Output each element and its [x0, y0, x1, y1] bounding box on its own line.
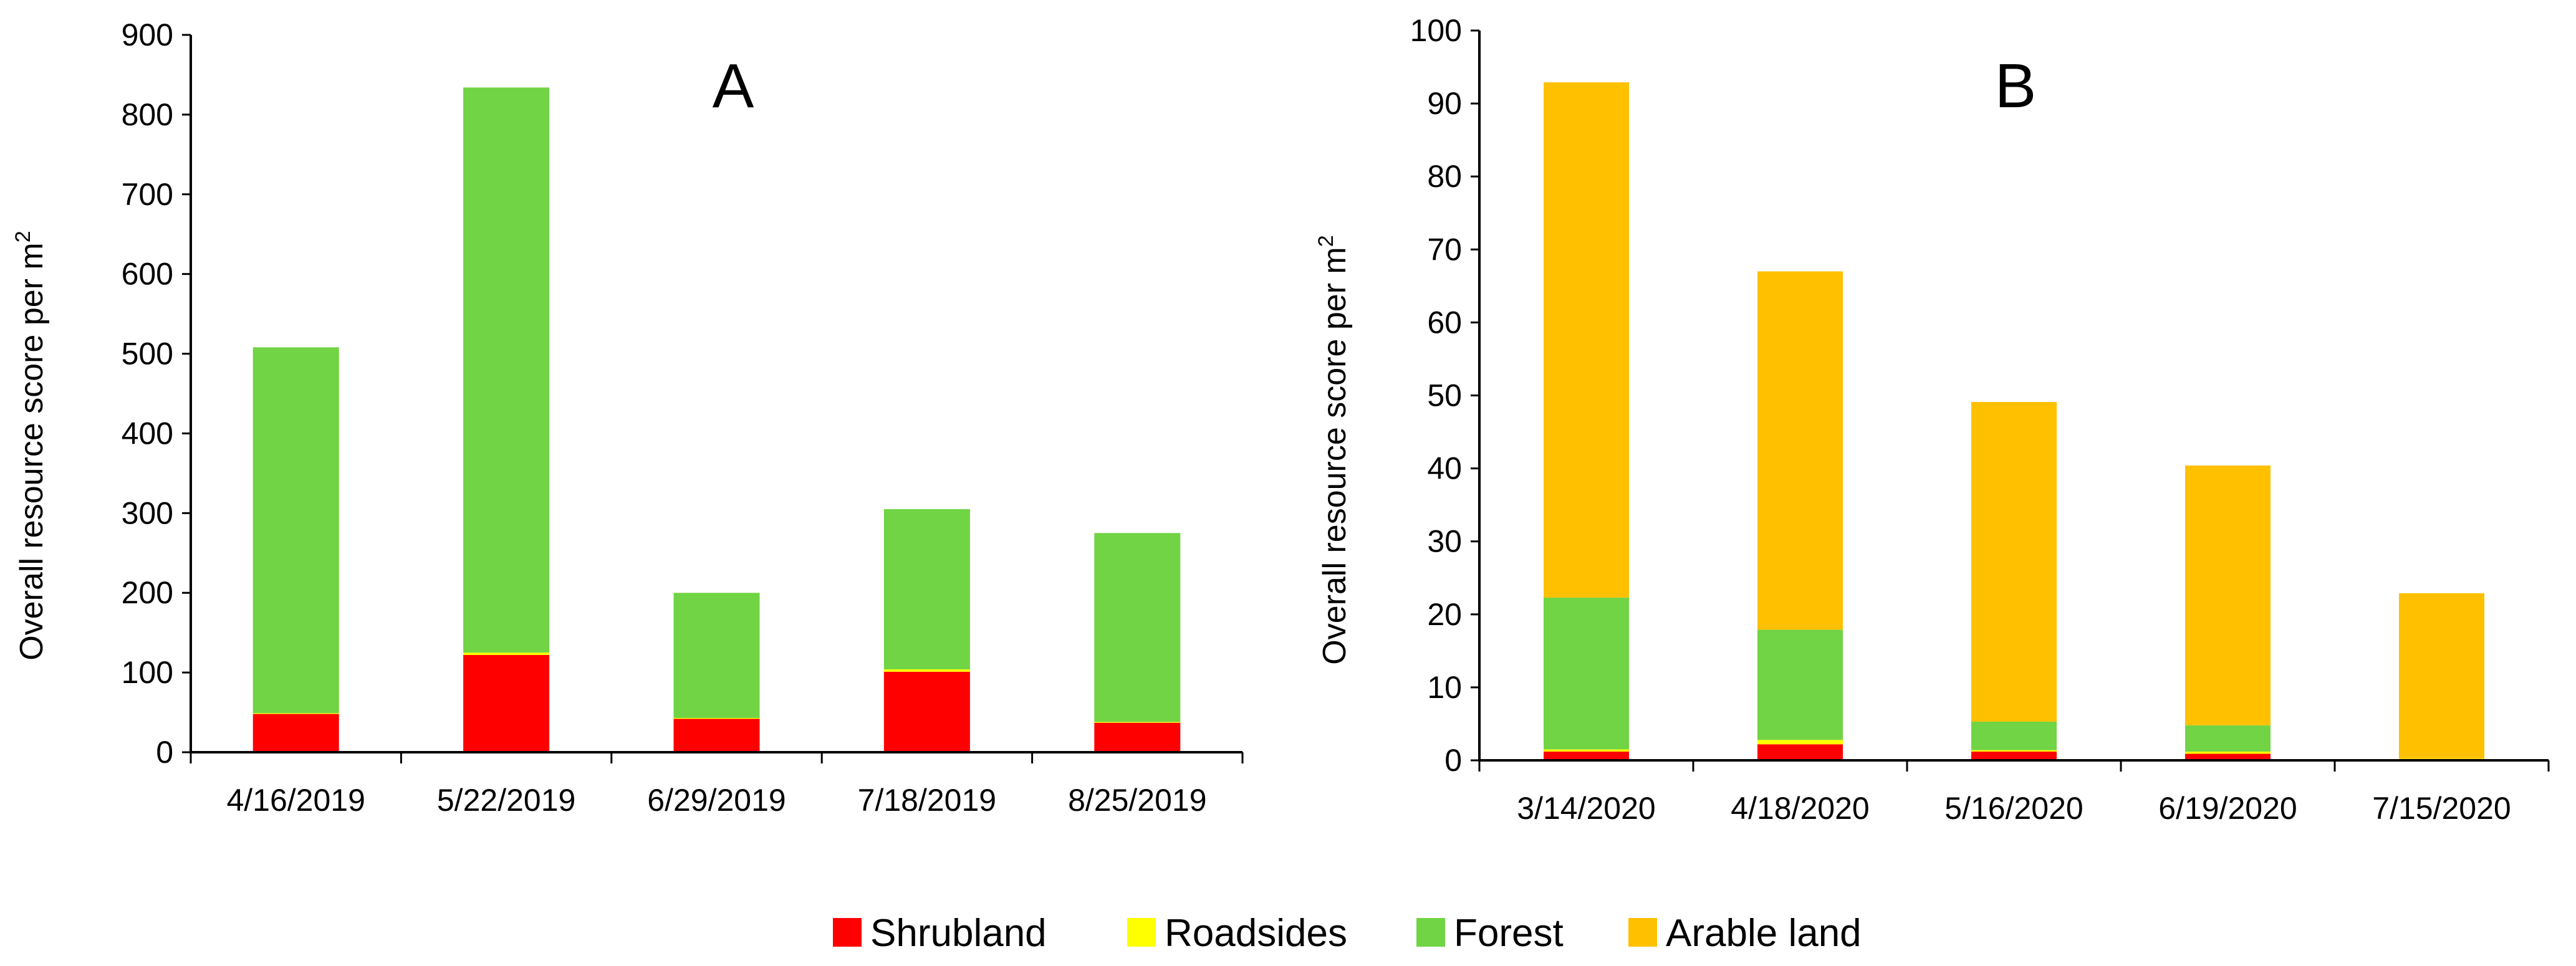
- panel-a-bar-forest: [252, 347, 339, 714]
- panel-a-x-tick-label: 5/22/2019: [437, 783, 575, 818]
- panel-b-bar-roadsides: [1544, 749, 1629, 752]
- panel-a-bar-roadsides: [463, 653, 550, 655]
- panel-b-bar-arable-land: [2399, 593, 2484, 758]
- panel-a-x-tick-label: 4/16/2019: [226, 783, 365, 818]
- panel-b-bar-shrubland: [1757, 744, 1843, 760]
- panel-b-y-tick-label: 100: [1410, 13, 1462, 48]
- panel-a-y-tick-label: 400: [122, 416, 173, 451]
- legend-label-shrubland: Shrubland: [870, 912, 1047, 955]
- panel-a-x-tick-label: 7/18/2019: [858, 783, 996, 818]
- panel-b-bar-forest: [1971, 721, 2057, 750]
- legend-swatch-arable-land: [1628, 918, 1657, 947]
- panel-b-y-axis-label-superscript: 2: [1314, 235, 1338, 247]
- panel-a-bar-shrubland: [1094, 722, 1181, 752]
- panel-a-y-tick-label: 200: [122, 575, 173, 610]
- panel-b-y-axis-label: Overall resource score per m2: [1314, 235, 1353, 664]
- panel-a-bar-shrubland: [883, 671, 970, 752]
- panel-a-x-tick-label: 8/25/2019: [1068, 783, 1206, 818]
- panel-b-bar-forest: [1544, 597, 1629, 750]
- legend-label-arable-land: Arable land: [1666, 912, 1862, 955]
- panel-b-bar-arable-land: [1757, 271, 1843, 630]
- panel-a-bar-roadsides: [673, 718, 760, 719]
- panel-b-letter: B: [1995, 51, 2037, 121]
- legend-label-roadsides: Roadsides: [1165, 912, 1347, 955]
- panel-a-bar-roadsides: [252, 713, 339, 714]
- panel-a-y-axis-label: Overall resource score per m2: [11, 231, 50, 660]
- panel-b-y-tick-label: 80: [1427, 159, 1462, 194]
- panel-b-bar-arable-land: [1971, 402, 2057, 722]
- legend-label-forest: Forest: [1454, 912, 1564, 955]
- panel-b-bar-roadsides: [2185, 751, 2271, 754]
- panel-a-y-tick-label: 500: [122, 337, 173, 371]
- panel-a-y-tick-label: 600: [122, 257, 173, 292]
- panel-a-y-tick-label: 100: [122, 655, 173, 690]
- panel-b-x-tick-label: 6/19/2020: [2158, 791, 2297, 826]
- panel-b-bar-arable-land: [1544, 82, 1629, 598]
- panel-b-bars: [1544, 82, 2484, 760]
- panel-b-y-tick-label: 30: [1427, 524, 1462, 559]
- panel-b-bar-forest: [2185, 725, 2271, 752]
- panel-b-y-tick-label: 0: [1444, 743, 1462, 778]
- panel-b-bar-shrubland: [1544, 751, 1629, 760]
- panel-a-y-axis-label-superscript: 2: [11, 231, 35, 242]
- panel-b-x-tick-label: 7/15/2020: [2372, 791, 2511, 826]
- panel-a-bar-shrubland: [252, 714, 339, 752]
- panel-a-bar-shrubland: [673, 719, 760, 752]
- panel-b-x-ticks: 3/14/2020 4/18/2020 5/16/2020 6/19/2020 7/15…: [1478, 760, 2550, 826]
- panel-b-y-tick-label: 60: [1427, 305, 1462, 340]
- panel-a-y-tick-label: 300: [122, 495, 173, 530]
- panel-a-bar-forest: [463, 87, 550, 653]
- panel-a-y-tick-label: 900: [122, 17, 173, 52]
- panel-a-y-tick-label: 700: [122, 177, 173, 212]
- panel-b-x-tick-label: 4/18/2020: [1731, 791, 1869, 826]
- panel-b-y-tick-label: 40: [1427, 451, 1462, 486]
- panel-a-bar-forest: [883, 509, 970, 669]
- chart-panel-b: Overall resource score per m2 B 0 10 20 30 4…: [1314, 13, 2550, 826]
- legend: Shrubland Roadsides Forest Arable land: [833, 912, 1862, 955]
- panel-a-bar-roadsides: [883, 669, 970, 672]
- legend-swatch-forest: [1416, 918, 1445, 947]
- panel-b-x-tick-label: 5/16/2020: [1944, 791, 2083, 826]
- panel-b-y-tick-label: 20: [1427, 597, 1462, 632]
- panel-a-y-ticks: 0 100 200 300 400 500 600 700 800 900: [122, 17, 191, 770]
- panel-b-bar-shrubland: [1971, 751, 2057, 760]
- panel-a-bar-shrubland: [463, 654, 550, 752]
- panel-b-x-tick-label: 3/14/2020: [1517, 791, 1655, 826]
- panel-a-y-tick-label: 0: [156, 735, 173, 770]
- panel-b-y-tick-label: 90: [1427, 86, 1462, 121]
- panel-b-bar-roadsides: [1971, 750, 2057, 752]
- chart-panel-a: Overall resource score per m2 A 0 100 200 3…: [11, 17, 1244, 818]
- panel-a-bar-forest: [673, 593, 760, 719]
- panel-a-x-ticks: 4/16/2019 5/22/2019 6/29/2019 7/18/2019 8/25…: [190, 752, 1244, 818]
- panel-a-bars: [252, 87, 1181, 752]
- panel-a-letter: A: [713, 51, 754, 121]
- panel-b-y-tick-label: 70: [1427, 232, 1462, 267]
- panel-b-y-tick-label: 50: [1427, 378, 1462, 413]
- panel-b-bar-roadsides: [1757, 740, 1843, 745]
- panel-b-bar-forest: [1757, 629, 1843, 740]
- legend-swatch-roadsides: [1127, 918, 1156, 947]
- panel-b-bar-shrubland: [2185, 753, 2271, 760]
- legend-swatch-shrubland: [833, 918, 862, 947]
- panel-a-y-tick-label: 800: [122, 97, 173, 132]
- panel-b-y-ticks: 0 10 20 30 40 50 60 70 80 90 100: [1410, 13, 1479, 778]
- panel-b-y-tick-label: 10: [1427, 670, 1462, 705]
- panel-a-bar-forest: [1094, 533, 1181, 722]
- panel-b-bar-arable-land: [2185, 465, 2271, 725]
- panel-a-x-tick-label: 6/29/2019: [647, 783, 786, 818]
